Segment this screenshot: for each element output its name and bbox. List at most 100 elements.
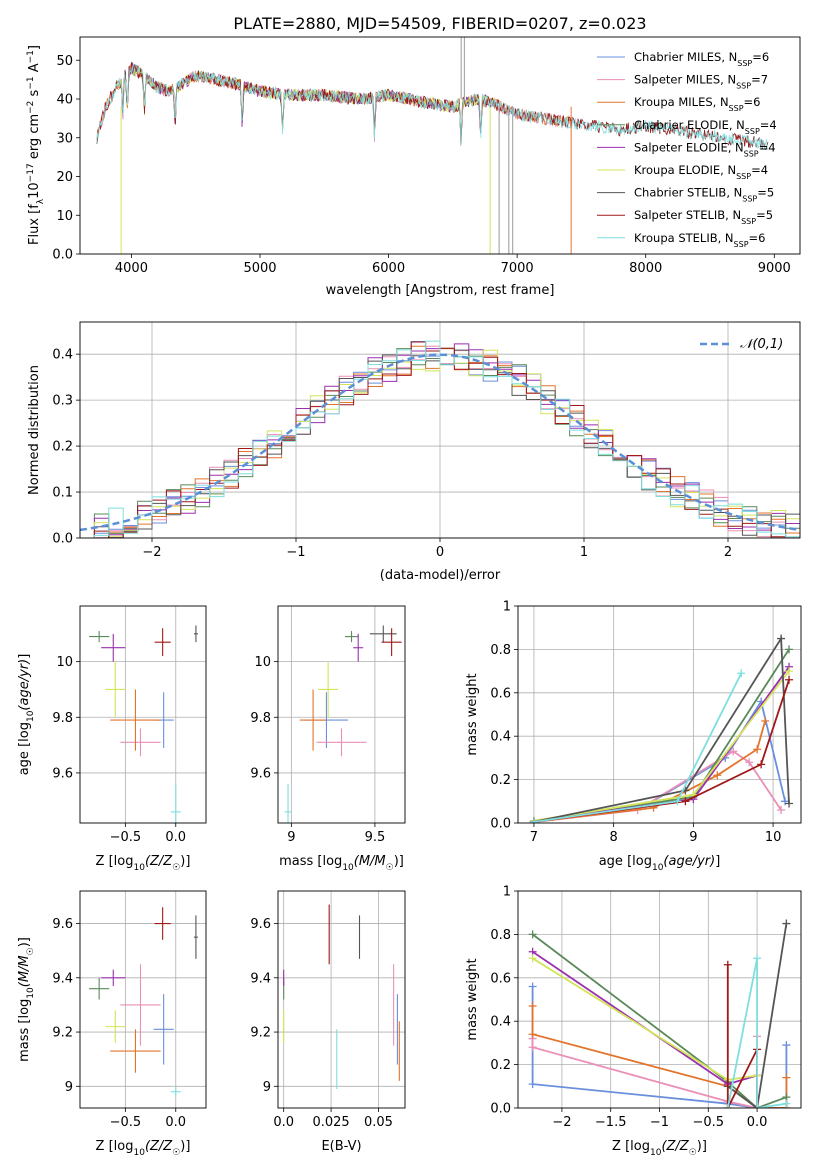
- x-tick-label: −0.5: [110, 1115, 142, 1130]
- axes-frame: [79, 605, 207, 824]
- legend-suffix: =6: [749, 231, 766, 245]
- label-part: log: [630, 1139, 650, 1154]
- x-tick-label: −2: [142, 545, 161, 560]
- label-part: ]: [27, 45, 42, 50]
- label-part: −17: [26, 163, 36, 182]
- y-tick-label: 10: [254, 655, 271, 670]
- legend-sub: SSP: [737, 59, 752, 68]
- gaussian-curve: [80, 353, 800, 532]
- y-tick-label: 0.4: [490, 1015, 511, 1030]
- legend-entry: Kroupa STELIB, NSSP=6: [634, 231, 765, 249]
- legend-entry: Chabrier MILES, NSSP=6: [634, 50, 769, 68]
- y-tick-label: 0.2: [52, 440, 73, 455]
- x-axis-label: Z [log10(Z/Z☉)]: [612, 1139, 707, 1158]
- label-part: log: [17, 722, 32, 742]
- label-part: )]: [697, 1139, 707, 1154]
- spectrum-line: [96, 64, 769, 151]
- weight-line: [726, 958, 787, 1108]
- x-tick-label: 0.0: [165, 830, 186, 845]
- label-part: s: [27, 89, 42, 100]
- y-tick-label: 0.3: [52, 394, 73, 409]
- weight-marker: [729, 747, 738, 756]
- legend-entry: Chabrier ELODIE, NSSP=4: [634, 118, 777, 136]
- y-tick-label: 40: [56, 93, 73, 108]
- y-tick-label: 10: [56, 655, 73, 670]
- weight-marker: [723, 1104, 732, 1108]
- legend-suffix: =7: [751, 73, 768, 87]
- label-part: log: [322, 854, 342, 869]
- label-part: −1: [26, 76, 36, 89]
- legend-suffix: =5: [756, 208, 773, 222]
- x-tick-label: 8000: [629, 261, 662, 276]
- label-part: mass [: [17, 1019, 32, 1062]
- weight-line: [727, 923, 788, 1108]
- weight-line: [531, 1036, 758, 1108]
- weight-marker: [761, 717, 770, 726]
- label-part: 10: [650, 1148, 662, 1158]
- y-axis-label: age [log10(age/yr)]: [17, 654, 36, 776]
- x-tick-label: 10: [765, 830, 782, 845]
- x-tick-label: 9000: [758, 261, 791, 276]
- y-tick-label: 9.4: [52, 971, 73, 986]
- label-part: age [: [599, 854, 632, 869]
- legend-suffix: =4: [751, 163, 768, 177]
- mass-vs-metallicity-panel: −0.5 0.099.29.49.6Z [log10(Z/Z☉)]mass [lo…: [17, 890, 207, 1158]
- histogram-step: [80, 340, 800, 538]
- plot-area: [529, 634, 794, 823]
- y-tick-label: 9.6: [250, 917, 271, 932]
- legend-suffix: =4: [760, 118, 777, 132]
- legend-text: Kroupa ELODIE, N: [634, 163, 736, 177]
- y-tick-label: 9.6: [52, 766, 73, 781]
- legend-entry: Kroupa ELODIE, NSSP=4: [634, 163, 768, 181]
- weight-marker: [753, 954, 762, 963]
- label-part: wavelength [Angstrom, rest frame]: [326, 283, 555, 298]
- legend-entry: Salpeter STELIB, NSSP=5: [634, 208, 773, 226]
- label-part: ]: [715, 854, 720, 869]
- y-tick-label: 9.8: [52, 711, 73, 726]
- label-part: E(B-V): [321, 1139, 361, 1154]
- plot-area: [284, 625, 402, 823]
- x-tick-label: 9.5: [365, 830, 386, 845]
- x-tick-label: 8: [610, 830, 618, 845]
- x-tick-label: −1: [286, 545, 305, 560]
- label-part: ☉: [26, 947, 36, 955]
- axes-frame: [79, 321, 801, 539]
- weight-marker: [782, 919, 791, 928]
- weight-marker: [528, 1030, 537, 1039]
- spectrum-panel: 4000 5000 6000 7000 8000 9000 0.0 10 20 30 40 50 wav…: [26, 36, 801, 298]
- label-part: Z [: [612, 1139, 630, 1154]
- y-tick-label: 9.6: [52, 917, 73, 932]
- label-part: log: [114, 854, 134, 869]
- label-part: log: [632, 854, 652, 869]
- y-tick-label: 9.2: [250, 1026, 271, 1041]
- figure-title: PLATE=2880, MJD=54509, FIBERID=0207, z=0…: [233, 14, 646, 33]
- legend-sub: SSP: [741, 217, 756, 226]
- weight-marker: [753, 1104, 762, 1108]
- y-tick-label: 0.8: [490, 928, 511, 943]
- residuals-panel: −2 −1 0 1 2 0.0 0.1 0.2 0.3 0.4 𝒩(0,1) (data-model)…: [27, 321, 801, 583]
- legend-text: Salpeter MILES, N: [634, 73, 736, 87]
- label-part: −1: [26, 50, 36, 63]
- x-tick-label: 1: [580, 545, 588, 560]
- y-tick-label: 0.0: [490, 817, 511, 832]
- axes-frame: [277, 890, 406, 1109]
- label-part: (M/M: [17, 955, 32, 987]
- label-part: (Z/Z: [145, 854, 173, 869]
- weight-marker: [782, 1041, 791, 1050]
- y-tick-label: 20: [56, 170, 73, 185]
- x-tick-label: 0.0: [747, 1115, 768, 1130]
- legend-text: Kroupa MILES, N: [634, 95, 729, 109]
- x-tick-label: 0: [436, 545, 444, 560]
- x-axis-label: (data-model)/error: [380, 568, 501, 583]
- y-tick-label: 0.2: [490, 773, 511, 788]
- x-tick-label: −1.5: [595, 1115, 627, 1130]
- label-part: 10: [134, 863, 146, 873]
- x-tick-label: 2: [724, 545, 732, 560]
- x-tick-label: −1: [650, 1115, 669, 1130]
- y-tick-label: 9.2: [52, 1026, 73, 1041]
- label-part: Z [: [96, 854, 114, 869]
